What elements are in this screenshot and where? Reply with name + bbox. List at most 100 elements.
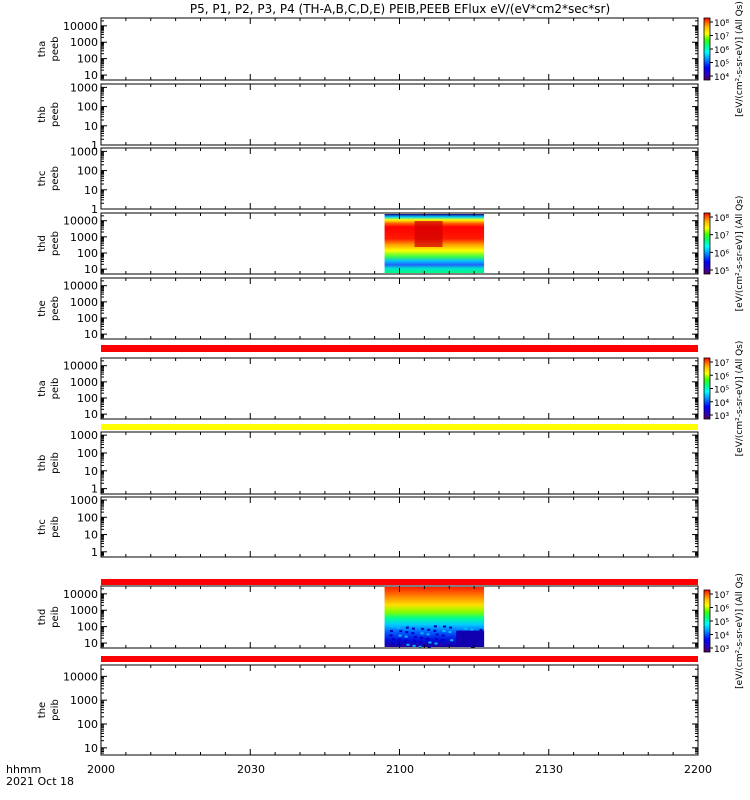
y-tick-label: 10	[84, 408, 98, 421]
panel-frame	[100, 17, 699, 81]
colorbar-tick-label: 10⁶	[714, 46, 729, 56]
colorbar-tick-label: 10³	[714, 412, 729, 422]
spectrogram-pixel	[397, 639, 401, 642]
colorbar-tick-label: 10⁵	[714, 618, 729, 628]
colorbar-label: [eV/(cm²-s-sr-eV)] (All Qs)	[735, 341, 745, 457]
spectrogram-pixel	[435, 633, 439, 636]
x-tick-label: 2000	[87, 763, 115, 776]
panel-product-label: peib	[50, 606, 61, 628]
colorbar-tick-label: 10⁵	[714, 60, 729, 70]
spectrogram-pixel	[442, 630, 446, 633]
spectrogram-feature	[414, 221, 443, 247]
panel-product-label: peib	[50, 452, 61, 474]
spectrogram-pixel	[396, 626, 400, 629]
panel-frame	[100, 277, 699, 340]
spectrogram-pixel	[421, 627, 425, 630]
y-tick-label: 10000	[63, 588, 98, 601]
y-tick-label: 1000	[70, 36, 98, 49]
panel-product-label: peeb	[50, 231, 61, 256]
panel-probe-label: tha	[37, 41, 48, 57]
y-tick-label: 1000	[70, 694, 98, 707]
panel-probe-label: thd	[37, 609, 48, 626]
y-tick-label: 1	[91, 139, 98, 152]
panel-probe-label: thc	[37, 519, 48, 535]
spectrogram-pixel	[479, 628, 483, 631]
y-tick-label: 100	[77, 511, 98, 524]
spectrogram-pixel	[449, 643, 453, 646]
spectrogram-feature	[456, 630, 485, 647]
colorbar	[703, 589, 711, 653]
panel-probe-label: thc	[37, 171, 48, 187]
spectrogram-pixel	[427, 628, 431, 631]
y-tick-label: 10	[84, 263, 98, 276]
y-tick-label: 1000	[70, 231, 98, 244]
spectrogram-pixel	[464, 627, 468, 630]
panel-product-label: peeb	[50, 102, 61, 127]
spectrogram-pixel	[391, 638, 395, 641]
y-tick-label: 10	[84, 184, 98, 197]
spectrogram-pixel	[389, 634, 393, 637]
spectrogram-pixel	[427, 646, 431, 649]
spectrogram-pixel	[418, 645, 422, 648]
spectrogram-pixel	[442, 625, 446, 628]
y-tick-label: 1	[91, 546, 98, 559]
panel-probe-label: thb	[37, 106, 48, 123]
y-tick-label: 1	[91, 203, 98, 216]
y-tick-label: 100	[77, 312, 98, 325]
fill-bar	[101, 579, 698, 585]
colorbar-tick-label: 10⁶	[714, 249, 729, 259]
y-tick-label: 10	[84, 465, 98, 478]
colorbar	[703, 357, 711, 420]
colorbar-tick-label: 10⁵	[714, 267, 729, 277]
spectrogram-pixel	[391, 642, 395, 645]
panel-probe-label: the	[37, 702, 48, 718]
spectrogram-pixel	[470, 628, 474, 631]
panel-product-label: peib	[50, 699, 61, 721]
y-tick-label: 1000	[70, 429, 98, 442]
spectrogram-pixel	[399, 630, 403, 633]
x-tick-label: 2130	[535, 763, 563, 776]
x-unit-label: hhmm	[6, 763, 41, 776]
spectrogram-pixel	[406, 643, 410, 646]
colorbar-tick-label: 10⁶	[714, 372, 729, 382]
x-tick-label: 2030	[237, 763, 265, 776]
panel-probe-label: tha	[37, 380, 48, 396]
colorbar-tick-label: 10⁷	[714, 591, 729, 601]
spectrogram-pixel	[428, 641, 432, 644]
y-tick-label: 100	[77, 621, 98, 634]
spectrogram-pixel	[398, 634, 402, 637]
panel-probe-label: thd	[37, 235, 48, 252]
colorbar-tick-label: 10⁸	[714, 19, 729, 29]
spectrogram-pixel	[419, 636, 423, 639]
colorbar-tick-label: 10⁴	[714, 632, 729, 642]
y-tick-label: 10000	[63, 20, 98, 33]
panel-product-label: peeb	[50, 296, 61, 321]
panel-probe-label: the	[37, 300, 48, 316]
spectrogram-pixel	[404, 640, 408, 643]
colorbar-tick-label: 10⁷	[714, 33, 729, 43]
y-tick-label: 100	[77, 392, 98, 405]
panel-product-label: peib	[50, 378, 61, 400]
spectrogram-pixel	[434, 642, 438, 645]
y-tick-label: 10	[84, 529, 98, 542]
panel-product-label: peib	[50, 516, 61, 538]
spectrogram-pixel	[411, 632, 415, 635]
panel-product-label: peeb	[50, 166, 61, 191]
spectrogram-pixel	[433, 629, 437, 632]
spectrogram-pixel	[390, 625, 394, 628]
spectrogram-pixel	[433, 625, 437, 628]
x-tick-label: 2200	[684, 763, 712, 776]
spectrogram-pixel	[390, 629, 394, 632]
colorbar	[703, 17, 711, 81]
colorbar-tick-label: 10⁷	[714, 359, 729, 369]
spectrogram-pixel	[420, 632, 424, 635]
spectrogram-pixel	[384, 624, 388, 627]
spectrogram-pixel	[413, 640, 417, 643]
fill-bar	[101, 424, 698, 430]
spectrogram-pixel	[435, 638, 439, 641]
spectrogram-pixel	[413, 635, 417, 638]
y-tick-label: 1000	[70, 494, 98, 507]
y-tick-label: 1000	[70, 81, 98, 94]
